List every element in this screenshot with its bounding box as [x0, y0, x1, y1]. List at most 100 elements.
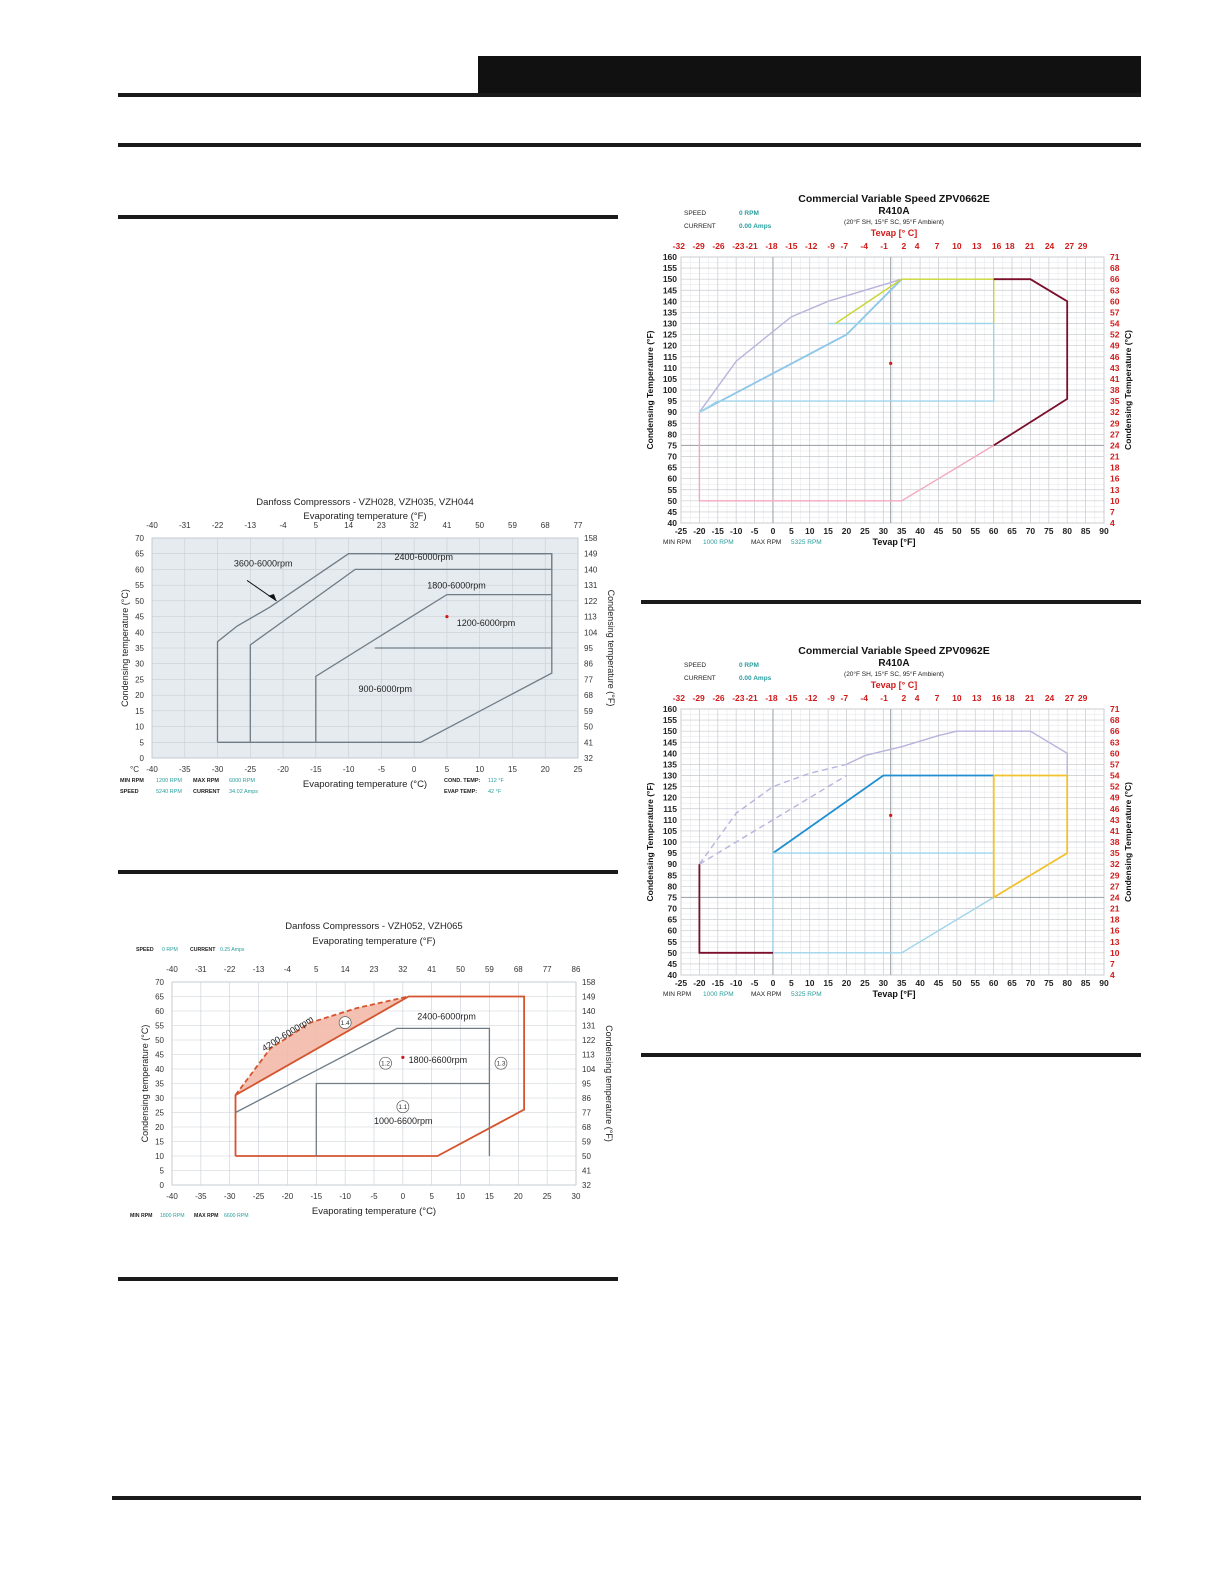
tick-label-bottom: 10	[805, 978, 815, 988]
tick-label-bottom: -15	[712, 526, 725, 536]
tick-label-top: 4	[915, 241, 920, 251]
tick-label-bottom: 55	[971, 978, 981, 988]
region-marker-label: 1.3	[496, 1061, 505, 1068]
header-black-bar	[478, 56, 1141, 96]
tick-label-right: 46	[1110, 804, 1120, 814]
tick-label-left: 50	[155, 1036, 164, 1045]
tick-label-top: 59	[508, 521, 517, 530]
tick-label-left: 90	[668, 859, 678, 869]
tick-label-right: 122	[582, 1036, 596, 1045]
tick-label-right: 35	[1110, 848, 1120, 858]
envelope-yellow	[992, 774, 1069, 899]
tick-label-top: -12	[805, 241, 818, 251]
tick-label-left: 55	[135, 581, 144, 590]
tick-label-right: 63	[1110, 737, 1120, 747]
tick-label-bottom: -5	[378, 765, 386, 774]
envelope-1800-6000rpm	[315, 593, 552, 743]
tick-label-top: 86	[572, 965, 581, 974]
tick-label-right: 122	[584, 597, 598, 606]
tick-label-right: 29	[1110, 870, 1120, 880]
tick-label-bottom: -10	[339, 1192, 351, 1201]
tick-label-right: 16	[1110, 474, 1120, 484]
tick-label-right: 4	[1110, 518, 1115, 528]
tick-label-top: 29	[1078, 693, 1088, 703]
tick-label-top: -21	[745, 693, 758, 703]
envelope-900-6000rpm	[217, 553, 553, 743]
tick-label-right: 21	[1110, 904, 1120, 914]
envelope-label: 1800-6600rpm	[409, 1055, 468, 1065]
tick-label-right: 49	[1110, 341, 1120, 351]
tick-label-right: 149	[582, 993, 596, 1002]
envelope-3600-6000rpm	[216, 553, 546, 743]
tick-label-left: 50	[135, 597, 144, 606]
tick-label-right: 7	[1110, 507, 1115, 517]
status-label: SPEED	[684, 662, 706, 669]
status-label: MIN RPM	[663, 991, 691, 998]
envelope-label: 2400-6000rpm	[394, 552, 453, 562]
tick-label-top: 68	[514, 965, 523, 974]
tick-label-bottom: -10	[730, 978, 743, 988]
tick-label-right: 104	[582, 1065, 596, 1074]
tick-label-left: 45	[135, 613, 144, 622]
envelope-label: 1800-6000rpm	[427, 580, 486, 590]
tick-label-top: -7	[841, 241, 849, 251]
tick-label-left: 70	[668, 904, 678, 914]
chart-conditions: (20°F SH, 15°F SC, 95°F Ambient)	[844, 218, 944, 226]
region-marker-circle	[396, 1100, 410, 1114]
tick-label-left: 25	[135, 675, 144, 684]
tick-label-left: 145	[663, 285, 677, 295]
x-axis-bottom-label: Tevap [°F]	[873, 989, 916, 999]
chart-title: Danfoss Compressors - VZH028, VZH035, VZ…	[256, 497, 474, 508]
tick-label-top: 5	[314, 965, 319, 974]
tick-label-right: 41	[582, 1167, 591, 1176]
envelope-label: 3600-6000rpm	[234, 558, 293, 568]
tick-label-bottom: 25	[543, 1192, 552, 1201]
tick-label-bottom: -20	[693, 526, 706, 536]
tick-label-top: 41	[427, 965, 436, 974]
operating-point	[401, 1055, 405, 1059]
chart-svg-danfoss-vzh052: -40 -40 -35 -31 -30 -22 -25 -13 -20 -4 -15 5 -10 14 -5…	[130, 921, 614, 1219]
tick-label-top: 13	[972, 693, 982, 703]
tick-label-left: 20	[135, 691, 144, 700]
tick-label-left: 90	[668, 407, 678, 417]
tick-label-bottom: -10	[343, 765, 355, 774]
corner-unit-label: °C	[130, 765, 139, 774]
tick-label-left: 140	[663, 296, 677, 306]
tick-label-top: 13	[972, 241, 982, 251]
status-label: CURRENT	[684, 675, 716, 682]
tick-label-left: 25	[155, 1109, 164, 1118]
tick-label-top: -23	[732, 693, 745, 703]
envelope-yellow-green	[835, 278, 995, 325]
tick-label-left: 75	[668, 892, 678, 902]
tick-label-right: 4	[1110, 970, 1115, 980]
envelope-maroon	[698, 864, 773, 954]
envelope-maroon	[993, 278, 1069, 447]
status-label: SPEED	[684, 210, 706, 217]
tick-label-top: 41	[442, 521, 451, 530]
annotation-arrow-head	[268, 593, 277, 601]
tick-label-top: 32	[410, 521, 419, 530]
tick-label-right: 49	[1110, 793, 1120, 803]
status-value: 5240 RPM	[156, 789, 182, 795]
tick-label-bottom: -20	[282, 1192, 294, 1201]
tick-label-top: 5	[314, 521, 319, 530]
tick-label-top: 50	[456, 965, 465, 974]
tick-label-bottom: -25	[245, 765, 257, 774]
tick-label-right: 27	[1110, 881, 1120, 891]
tick-label-left: 125	[663, 330, 677, 340]
tick-label-bottom: -20	[277, 765, 289, 774]
tick-label-right: 71	[1110, 704, 1120, 714]
tick-label-right: 63	[1110, 285, 1120, 295]
tick-label-bottom: 55	[971, 526, 981, 536]
envelope-label: 1200-6000rpm	[457, 618, 516, 628]
tick-label-top: 77	[543, 965, 552, 974]
status-label: SPEED	[120, 789, 139, 795]
y-axis-left-label: Condensing Temperature (°F)	[645, 330, 655, 449]
envelope-light-blue	[772, 852, 995, 954]
envelope-pink	[698, 412, 995, 502]
tick-label-left: 40	[155, 1065, 164, 1074]
x-axis-top-label: Evaporating temperature (°F)	[303, 511, 426, 522]
tick-label-right: 32	[584, 754, 593, 763]
tick-label-top: -22	[212, 521, 224, 530]
status-label: MAX RPM	[193, 778, 219, 784]
